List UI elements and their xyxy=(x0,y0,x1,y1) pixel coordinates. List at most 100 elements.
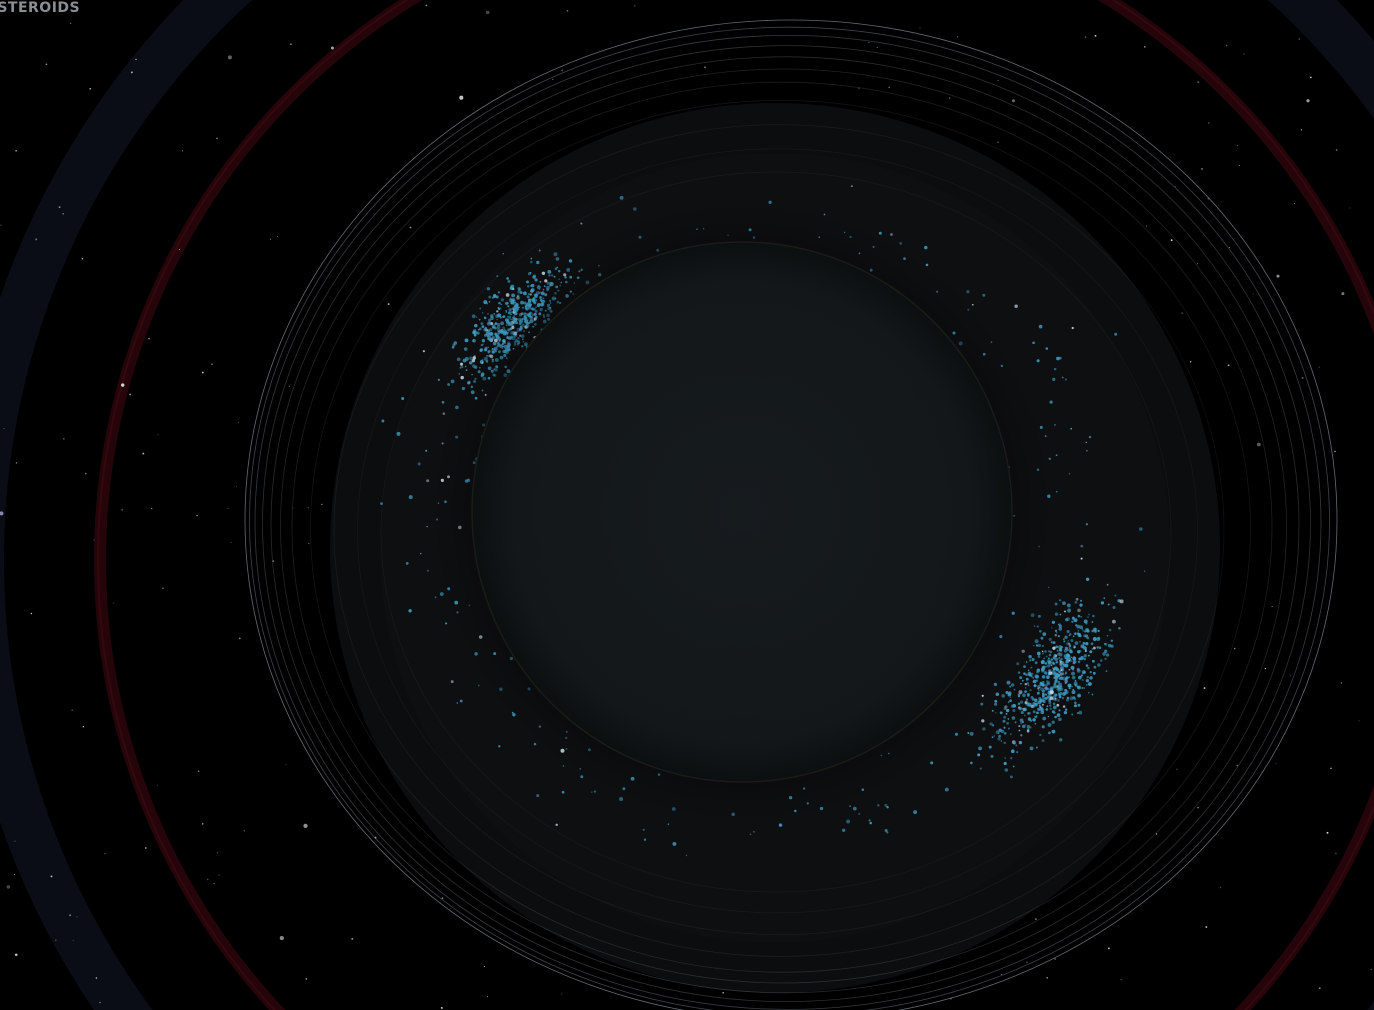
asteroid-icon xyxy=(1041,739,1045,743)
asteroid-icon xyxy=(1066,629,1070,634)
asteroid-icon xyxy=(1071,326,1074,330)
asteroid-icon xyxy=(456,702,459,704)
asteroid-icon xyxy=(1080,655,1084,660)
asteroid-icon xyxy=(869,821,872,825)
ring-line xyxy=(249,26,1330,1010)
asteroid-icon xyxy=(1024,683,1028,686)
asteroid-icon xyxy=(1079,603,1083,607)
asteroid-icon xyxy=(1007,691,1012,696)
asteroid-icon xyxy=(1015,744,1018,747)
asteroid-icon xyxy=(1106,583,1109,586)
asteroid-icon xyxy=(1054,629,1058,633)
asteroid-icon xyxy=(1009,696,1012,698)
asteroid-icon xyxy=(1006,721,1010,725)
asteroid-icon xyxy=(1055,645,1059,649)
asteroid-icon xyxy=(1025,677,1029,681)
asteroid-icon xyxy=(1035,716,1038,719)
asteroid-icon xyxy=(557,269,561,273)
star-icon xyxy=(1300,129,1303,131)
asteroid-icon xyxy=(1060,669,1063,672)
asteroid-icon xyxy=(978,746,983,751)
asteroid-icon xyxy=(425,449,428,452)
asteroid-icon xyxy=(1034,723,1037,725)
asteroid-icon xyxy=(472,356,476,360)
asteroid-icon xyxy=(464,338,469,343)
asteroid-icon xyxy=(1068,646,1071,649)
asteroid-icon xyxy=(1023,665,1026,669)
asteroid-icon xyxy=(1021,679,1024,682)
star-icon xyxy=(55,939,57,941)
asteroid-icon xyxy=(534,278,538,282)
asteroid-icon xyxy=(532,275,536,279)
asteroid-icon xyxy=(1092,614,1095,618)
asteroid-icon xyxy=(469,356,473,361)
asteroid-icon xyxy=(456,357,461,362)
asteroid-icon xyxy=(1027,684,1030,687)
asteroid-icon xyxy=(1091,693,1094,696)
asteroid-icon xyxy=(530,257,533,260)
asteroid-icon xyxy=(970,761,973,765)
asteroid-icon xyxy=(468,361,473,365)
star-icon xyxy=(1319,987,1321,989)
outer-orbit-red xyxy=(94,0,1374,1010)
asteroid-icon xyxy=(1052,695,1057,699)
asteroid-icon xyxy=(1056,356,1060,361)
asteroid-icon xyxy=(580,222,583,225)
asteroids-label[interactable]: ASTEROIDS xyxy=(0,0,81,16)
asteroid-icon xyxy=(1032,644,1035,647)
asteroid-icon xyxy=(1093,627,1097,632)
asteroid-icon xyxy=(1034,698,1037,701)
asteroid-icon xyxy=(1058,695,1062,699)
asteroid-icon xyxy=(1040,698,1045,702)
asteroid-icon xyxy=(1068,657,1071,660)
asteroid-icon xyxy=(496,325,501,330)
asteroid-icon xyxy=(499,307,502,309)
asteroid-icon xyxy=(768,200,772,204)
asteroid-icon xyxy=(1049,690,1054,695)
asteroid-icon xyxy=(1074,600,1078,604)
asteroid-icon xyxy=(1012,708,1016,713)
asteroid-icon xyxy=(455,405,459,410)
asteroid-icon xyxy=(989,722,993,726)
asteroid-icon xyxy=(1049,400,1053,404)
asteroid-icon xyxy=(475,316,478,319)
asteroid-icon xyxy=(1032,679,1037,684)
asteroid-icon xyxy=(1043,671,1048,675)
asteroid-icon xyxy=(1004,757,1006,759)
star-icon xyxy=(58,206,61,208)
asteroid-icon xyxy=(1072,668,1074,671)
asteroid-icon xyxy=(1103,597,1106,599)
asteroid-icon xyxy=(1001,694,1005,698)
asteroid-icon xyxy=(1052,705,1057,710)
asteroid-icon xyxy=(1093,665,1097,669)
asteroid-icon xyxy=(971,303,974,306)
star-icon xyxy=(35,238,38,241)
asteroid-icon xyxy=(977,753,981,757)
asteroid-icon xyxy=(1053,711,1056,714)
asteroid-icon xyxy=(474,652,478,656)
star-icon xyxy=(1276,274,1280,278)
star-icon xyxy=(876,46,878,48)
asteroid-icon xyxy=(1071,685,1073,688)
asteroid-icon xyxy=(1071,671,1075,676)
asteroid-icon xyxy=(519,291,523,294)
asteroid-icon xyxy=(481,358,484,361)
star-icon xyxy=(292,507,294,509)
star-icon xyxy=(15,462,18,464)
asteroid-icon xyxy=(547,270,552,274)
asteroid-icon xyxy=(477,684,480,687)
asteroid-icon xyxy=(508,308,512,312)
asteroid-icon xyxy=(1084,634,1088,638)
asteroid-icon xyxy=(1012,703,1016,708)
asteroid-icon xyxy=(981,719,985,723)
asteroid-icon xyxy=(1058,678,1061,680)
asteroid-icon xyxy=(1092,637,1097,641)
asteroid-icon xyxy=(1009,699,1012,702)
asteroid-icon xyxy=(1119,599,1124,604)
star-icon xyxy=(566,9,569,12)
asteroid-icon xyxy=(1080,557,1083,560)
planet[interactable] xyxy=(442,212,1042,812)
star-icon xyxy=(1203,687,1206,690)
